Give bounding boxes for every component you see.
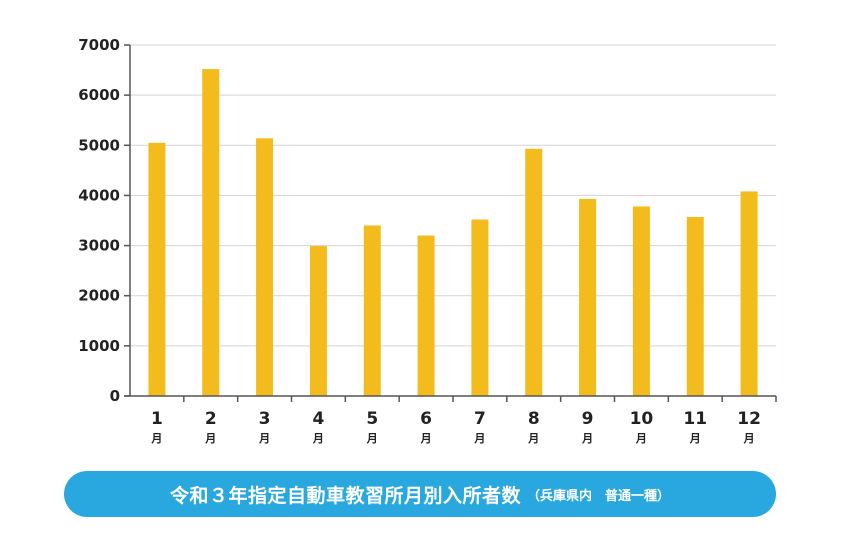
y-tick-label: 7000 (78, 36, 120, 54)
x-tick-unit: 月 (312, 432, 324, 445)
x-tick-unit: 月 (581, 432, 593, 445)
bar (740, 191, 758, 396)
x-tick-label: 1 (151, 409, 163, 429)
y-tick-label: 4000 (78, 186, 120, 204)
x-tick-unit: 月 (689, 432, 701, 445)
x-tick-label: 5 (366, 409, 378, 429)
x-tick-label: 2 (205, 409, 217, 429)
bar (632, 206, 650, 396)
bar (471, 219, 489, 396)
x-tick-unit: 月 (420, 432, 432, 445)
y-tick-label: 1000 (78, 337, 120, 355)
x-tick-label: 6 (420, 409, 432, 429)
x-tick-label: 8 (528, 409, 540, 429)
x-tick-label: 11 (683, 409, 707, 429)
bar (202, 69, 220, 396)
x-tick-unit: 月 (527, 432, 539, 445)
bar (579, 198, 597, 396)
axes (124, 44, 777, 402)
bar (363, 225, 381, 396)
bar (256, 138, 274, 396)
chart-title-banner: 令和３年指定自動車教習所月別入所者数 （兵庫県内 普通一種） (64, 471, 776, 517)
x-tick-unit: 月 (150, 432, 162, 445)
x-tick-label: 3 (259, 409, 271, 429)
bar (309, 246, 327, 396)
x-tick-unit: 月 (204, 432, 216, 445)
y-tick-label: 3000 (78, 237, 120, 255)
y-tick-label: 5000 (78, 136, 120, 154)
y-axis-ticks: 0 1000 2000 3000 4000 5000 6000 7000 (78, 36, 120, 405)
chart-subtitle: （兵庫県内 普通一種） (527, 488, 671, 504)
bars (148, 69, 758, 396)
x-axis-labels: 1 月 2 月 3 月 4 月 5 月 6 月 7 月 8 月 9 月 10 月 11 月 12 月 (150, 409, 761, 445)
x-tick-label: 9 (582, 409, 594, 429)
chart-title: 令和３年指定自動車教習所月別入所者数 (169, 484, 521, 507)
bar-chart: 0 1000 2000 3000 4000 5000 6000 7000 1 月 2 月 3 月 4 月 5 月… (78, 36, 777, 445)
x-tick-unit: 月 (258, 432, 270, 445)
bar (686, 216, 704, 396)
y-tick-label: 2000 (78, 287, 120, 305)
gridlines (130, 44, 776, 347)
bar (417, 235, 435, 396)
y-tick-label: 0 (110, 387, 120, 405)
bar (148, 142, 166, 396)
x-tick-label: 7 (474, 409, 486, 429)
x-tick-unit: 月 (473, 432, 485, 445)
x-tick-unit: 月 (743, 432, 755, 445)
bar (525, 148, 543, 396)
x-tick-label: 10 (630, 409, 654, 429)
x-tick-label: 4 (312, 409, 324, 429)
y-tick-label: 6000 (78, 86, 120, 104)
x-tick-unit: 月 (635, 432, 647, 445)
x-tick-label: 12 (737, 409, 761, 429)
x-tick-unit: 月 (366, 432, 378, 445)
